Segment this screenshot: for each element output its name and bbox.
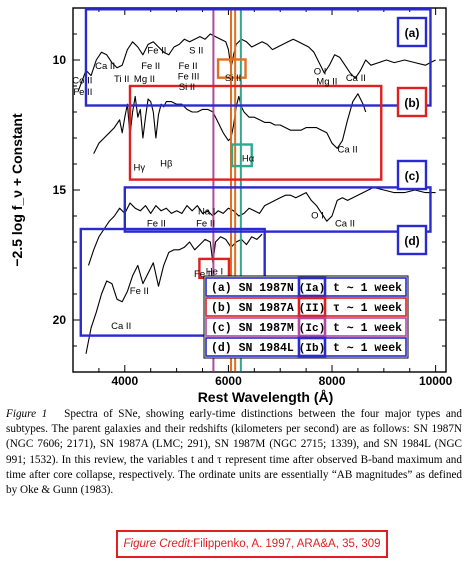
line-label: He I <box>206 267 223 278</box>
line-label: Ca II <box>338 144 358 155</box>
panel-tag-box <box>396 86 428 118</box>
spectrum-a-line <box>77 33 436 92</box>
x-axis-title: Rest Wavelength (Å) <box>198 389 334 405</box>
x-tick-label: 10000 <box>419 374 453 388</box>
line-label: Ca II <box>111 321 131 332</box>
credit-text: Filippenko, A. 1997, ARA&A, 35, 309 <box>193 538 381 550</box>
panel-tag-box <box>396 16 428 48</box>
figure-credit: Figure Credit: Filippenko, A. 1997, ARA&… <box>116 530 388 558</box>
legend-row-type: (Ic) <box>299 323 325 335</box>
caption-text: Spectra of SNe, showing early-time disti… <box>6 408 462 497</box>
line-label: Ca II <box>335 218 355 229</box>
legend-row-label: (b) SN 1987A <box>211 302 294 315</box>
line-label: Hα <box>242 153 255 164</box>
line-label: Mg II <box>316 77 337 88</box>
x-tick-label: 8000 <box>319 374 346 388</box>
line-label: Hβ <box>160 159 173 170</box>
line-label: Fe II <box>196 218 215 229</box>
line-label: O I <box>314 66 327 77</box>
x-tick-label: 6000 <box>215 374 242 388</box>
spectrum-b-box <box>128 84 383 181</box>
panel-tag-label: (b) <box>404 96 419 110</box>
credit-label: Figure Credit: <box>123 538 194 550</box>
h-alpha-highlight-box <box>230 143 253 168</box>
legend-row-label: (a) SN 1987N <box>211 282 294 295</box>
line-label: Fe II <box>130 286 149 297</box>
legend-row-time: t ∼ 1 week <box>333 342 402 355</box>
spectrum-c-box <box>123 186 432 233</box>
legend-type-box <box>297 276 327 298</box>
y-tick-label: 20 <box>53 313 67 327</box>
spectrum-c-line <box>87 186 436 266</box>
legend-row-label: (c) SN 1987M <box>211 322 294 335</box>
line-label: Fe II <box>179 61 198 72</box>
line-label: Ca II <box>346 73 366 84</box>
spectrum-b-line <box>93 93 367 154</box>
line-label: Fe II <box>141 61 160 72</box>
legend-type-box <box>297 336 327 358</box>
spectra-chart: 4000 6000 8000 10000 10 15 20 Rest Wavelength (… <box>9 7 453 405</box>
line-label: Co II <box>72 75 92 86</box>
panel-tag-label: (d) <box>404 234 419 248</box>
legend-type-box <box>297 316 327 338</box>
line-label: Fe II <box>73 87 92 98</box>
legend-row-time: τ ∼ 1 week <box>333 302 402 315</box>
line-label: Fe III <box>178 72 200 83</box>
line-label: Ti II <box>114 74 129 85</box>
legend-row-time: t ∼ 1 week <box>333 322 402 335</box>
y-axis-title: −2.5 log f_ν + Constant <box>9 113 25 267</box>
line-label: Fe II <box>147 46 166 57</box>
panel-tag-label: (c) <box>405 169 420 183</box>
line-label: Mg II <box>134 74 155 85</box>
y-tick-label: 10 <box>53 53 67 67</box>
panel-tag-box <box>396 159 428 191</box>
line-label: S II <box>189 46 203 57</box>
figure-caption: Figure 1 Spectra of SNe, showing early-t… <box>6 407 462 498</box>
line-label: Fe II <box>194 269 213 280</box>
line-label: Hγ <box>133 163 145 174</box>
caption-label: Figure 1 <box>6 408 48 420</box>
line-label: O I <box>311 211 324 222</box>
legend-type-box <box>297 296 327 318</box>
legend-row-type: (Ib) <box>299 343 325 355</box>
line-label: Fe II <box>147 218 166 229</box>
legend-row-label: (d) SN 1984L <box>211 342 294 355</box>
legend-row-time: t ∼ 1 week <box>333 282 402 295</box>
legend-row-type: (Ia) <box>299 283 325 295</box>
x-tick-label: 4000 <box>111 374 138 388</box>
line-label: Si II <box>179 82 195 93</box>
line-label: Na I <box>198 207 215 218</box>
y-tick-label: 15 <box>53 183 67 197</box>
spectrum-a-box <box>84 8 432 107</box>
panel-tag-label: (a) <box>405 26 420 40</box>
line-label: Si II <box>225 73 241 84</box>
line-label: Ca II <box>95 61 115 72</box>
panel-tag-box <box>396 224 428 256</box>
si-ii-highlight-box <box>216 58 247 79</box>
legend-row-type: (II) <box>299 303 325 315</box>
